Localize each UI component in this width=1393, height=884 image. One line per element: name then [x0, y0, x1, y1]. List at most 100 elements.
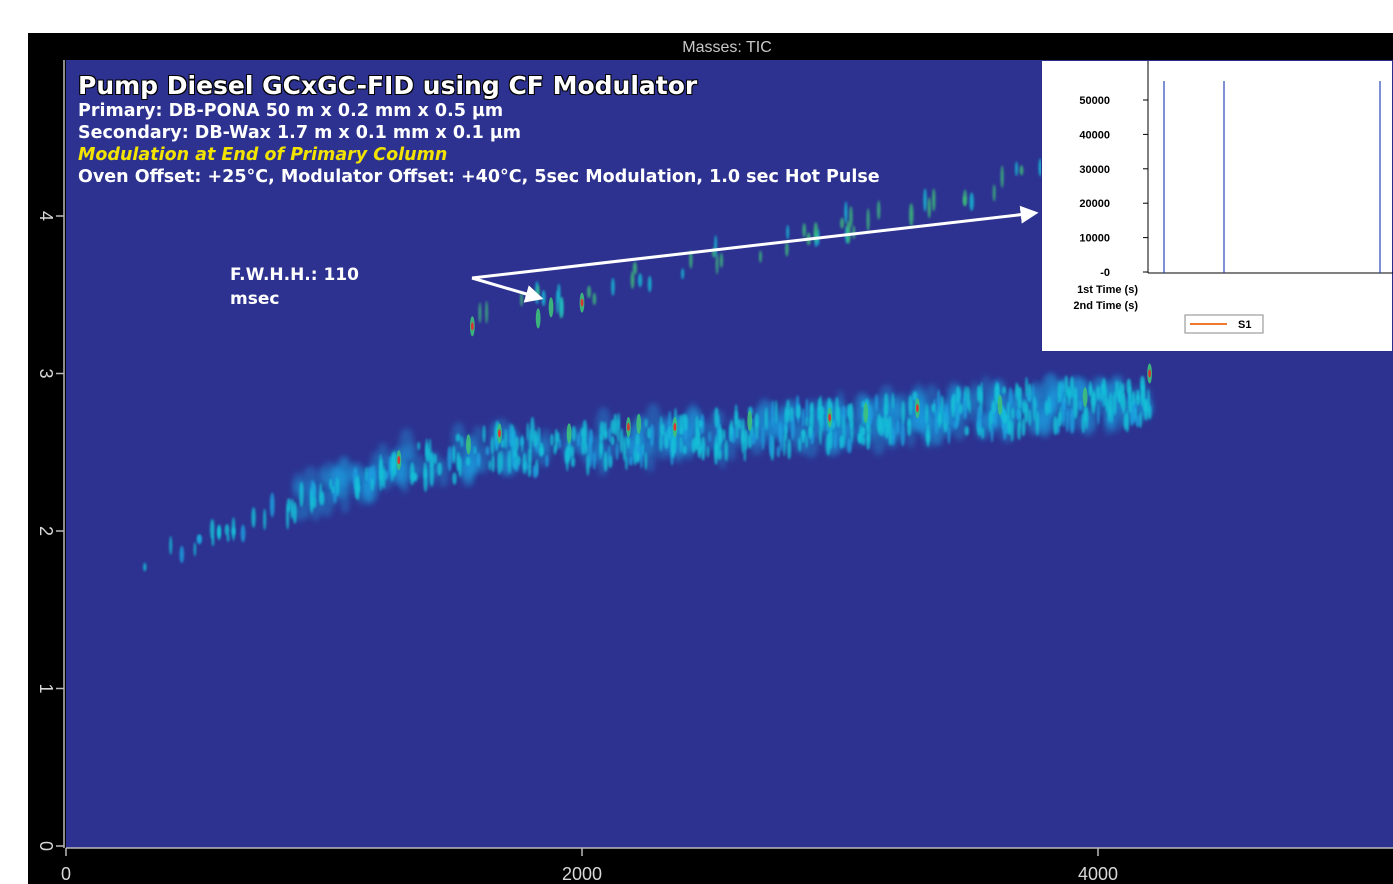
- band-streak: [211, 534, 215, 547]
- band-streak: [850, 420, 854, 444]
- upper-peak: [1015, 161, 1018, 177]
- band-streak: [286, 504, 290, 530]
- upper-peak: [485, 300, 488, 324]
- band-streak: [1025, 376, 1028, 398]
- band-streak: [900, 420, 906, 447]
- band-streak: [507, 449, 512, 474]
- band-streak: [269, 492, 275, 518]
- band-streak: [958, 403, 963, 415]
- upper-peak: [785, 241, 789, 257]
- band-streak: [743, 446, 747, 462]
- band-streak: [825, 433, 831, 456]
- band-streak: [240, 524, 246, 543]
- band-streak: [1078, 400, 1083, 412]
- band-streak: [741, 418, 745, 445]
- band-streak: [649, 423, 655, 447]
- band-streak: [936, 389, 941, 415]
- band-streak: [722, 428, 726, 441]
- inset-y-tick-label: -0: [1100, 267, 1110, 279]
- upper-peak: [866, 208, 870, 232]
- band-streak: [1024, 399, 1027, 414]
- upper-peak: [681, 268, 685, 280]
- band-streak: [231, 517, 236, 541]
- modulation-line: Modulation at End of Primary Column: [78, 145, 448, 165]
- band-streak: [1015, 382, 1018, 399]
- band-streak: [455, 433, 461, 442]
- strong-peak: [863, 402, 869, 423]
- band-streak: [888, 433, 893, 446]
- band-streak: [751, 432, 756, 445]
- band-streak: [700, 436, 706, 461]
- band-streak: [944, 404, 949, 425]
- band-streak: [465, 456, 471, 466]
- band-streak: [319, 482, 323, 505]
- band-streak: [603, 451, 608, 472]
- band-streak: [1135, 414, 1140, 428]
- band-streak: [976, 405, 982, 432]
- band-streak: [1060, 379, 1064, 397]
- band-streak: [787, 438, 792, 460]
- band-streak: [210, 519, 215, 540]
- secondary-column-line: Secondary: DB-Wax 1.7 m x 0.1 mm x 0.1 µ…: [78, 123, 522, 143]
- band-streak: [790, 415, 795, 441]
- band-streak: [805, 416, 809, 427]
- band-streak: [1120, 383, 1125, 394]
- band-streak: [1062, 405, 1066, 428]
- inset-y-tick-label: 20000: [1079, 198, 1110, 210]
- band-streak: [994, 385, 999, 405]
- upper-peak: [611, 277, 615, 296]
- band-streak: [331, 485, 335, 494]
- x-row2-label: 2nd Time (s): [1073, 300, 1138, 312]
- band-streak: [570, 456, 576, 468]
- upper-peak: [689, 250, 693, 269]
- band-streak: [251, 507, 256, 528]
- band-streak: [659, 436, 663, 452]
- upper-peak: [877, 200, 881, 220]
- upper-peak: [719, 252, 723, 268]
- peak-core: [1148, 369, 1151, 378]
- band-streak: [522, 452, 527, 475]
- inset-y-tick-label: 40000: [1079, 129, 1110, 141]
- band-streak: [1002, 386, 1006, 395]
- fwhh-label: F.W.H.H.: 110 msec: [230, 263, 430, 311]
- band-streak: [697, 438, 702, 459]
- upper-peak: [844, 201, 848, 224]
- band-streak: [622, 435, 627, 462]
- band-streak: [747, 434, 753, 449]
- upper-peak: [715, 253, 719, 275]
- band-streak: [714, 407, 719, 429]
- band-streak: [569, 445, 575, 459]
- band-glow: [645, 438, 656, 473]
- peak-core: [916, 404, 919, 413]
- band-streak: [1121, 391, 1126, 414]
- band-streak: [1010, 419, 1014, 442]
- band-streak: [796, 404, 801, 419]
- band-streak: [584, 441, 588, 455]
- band-streak: [437, 462, 443, 476]
- inset-peak-chart: -0 10000 20000 30000 40000 50000 18553.318553…: [1041, 60, 1393, 352]
- band-streak: [718, 423, 722, 450]
- band-streak: [1069, 376, 1075, 399]
- band-streak: [537, 426, 541, 446]
- band-streak: [764, 407, 768, 431]
- strong-peak: [466, 434, 471, 455]
- band-streak: [1073, 393, 1079, 419]
- band-streak: [1088, 384, 1093, 397]
- band-streak: [473, 446, 477, 455]
- band-streak: [592, 452, 596, 470]
- strong-peak: [566, 423, 572, 444]
- band-streak: [1028, 408, 1032, 427]
- band-streak: [809, 403, 813, 423]
- band-streak: [608, 445, 611, 464]
- figure-title: Pump Diesel GCxGC-FID using CF Modulator: [78, 71, 698, 100]
- x-tick-label: 4000: [1078, 864, 1118, 884]
- band-streak: [504, 428, 508, 450]
- inset-x-axis: 18553.318553.518553.718553.9: [1148, 272, 1393, 274]
- band-streak: [452, 472, 457, 485]
- band-streak: [193, 542, 197, 557]
- band-streak: [1081, 413, 1085, 434]
- band-streak: [615, 441, 619, 461]
- band-streak: [676, 414, 680, 436]
- band-streak: [603, 430, 608, 440]
- fwhh-label-line2: msec: [230, 289, 280, 309]
